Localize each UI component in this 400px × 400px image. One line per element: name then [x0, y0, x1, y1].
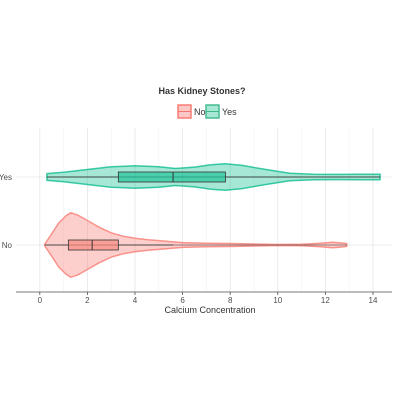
legend-item-no: No — [177, 104, 206, 119]
plot-panel — [44, 162, 381, 279]
x-tick-label: 8 — [228, 296, 233, 305]
x-tick-label: 2 — [85, 296, 90, 305]
y-tick-label-no: No — [2, 241, 13, 250]
box-yes — [117, 171, 226, 183]
x-tick-label: 12 — [321, 296, 330, 305]
x-tick-label: 4 — [133, 296, 138, 305]
x-axis-title: Calcium Concentration — [164, 305, 255, 315]
legend-label-yes: Yes — [222, 107, 237, 117]
box-no — [67, 239, 119, 251]
legend-item-yes: Yes — [205, 104, 237, 119]
x-tick-label: 10 — [273, 296, 282, 305]
x-tick-label: 6 — [180, 296, 185, 305]
x-tick-label: 0 — [38, 296, 43, 305]
legend: Has Kidney Stones? No Yes — [158, 86, 246, 119]
legend-title: Has Kidney Stones? — [158, 86, 245, 96]
axes: 0 2 4 6 8 10 12 14 No Yes — [0, 173, 392, 305]
legend-label-no: No — [194, 107, 206, 117]
y-tick-label-yes: Yes — [0, 173, 12, 182]
x-tick-label: 14 — [369, 296, 378, 305]
